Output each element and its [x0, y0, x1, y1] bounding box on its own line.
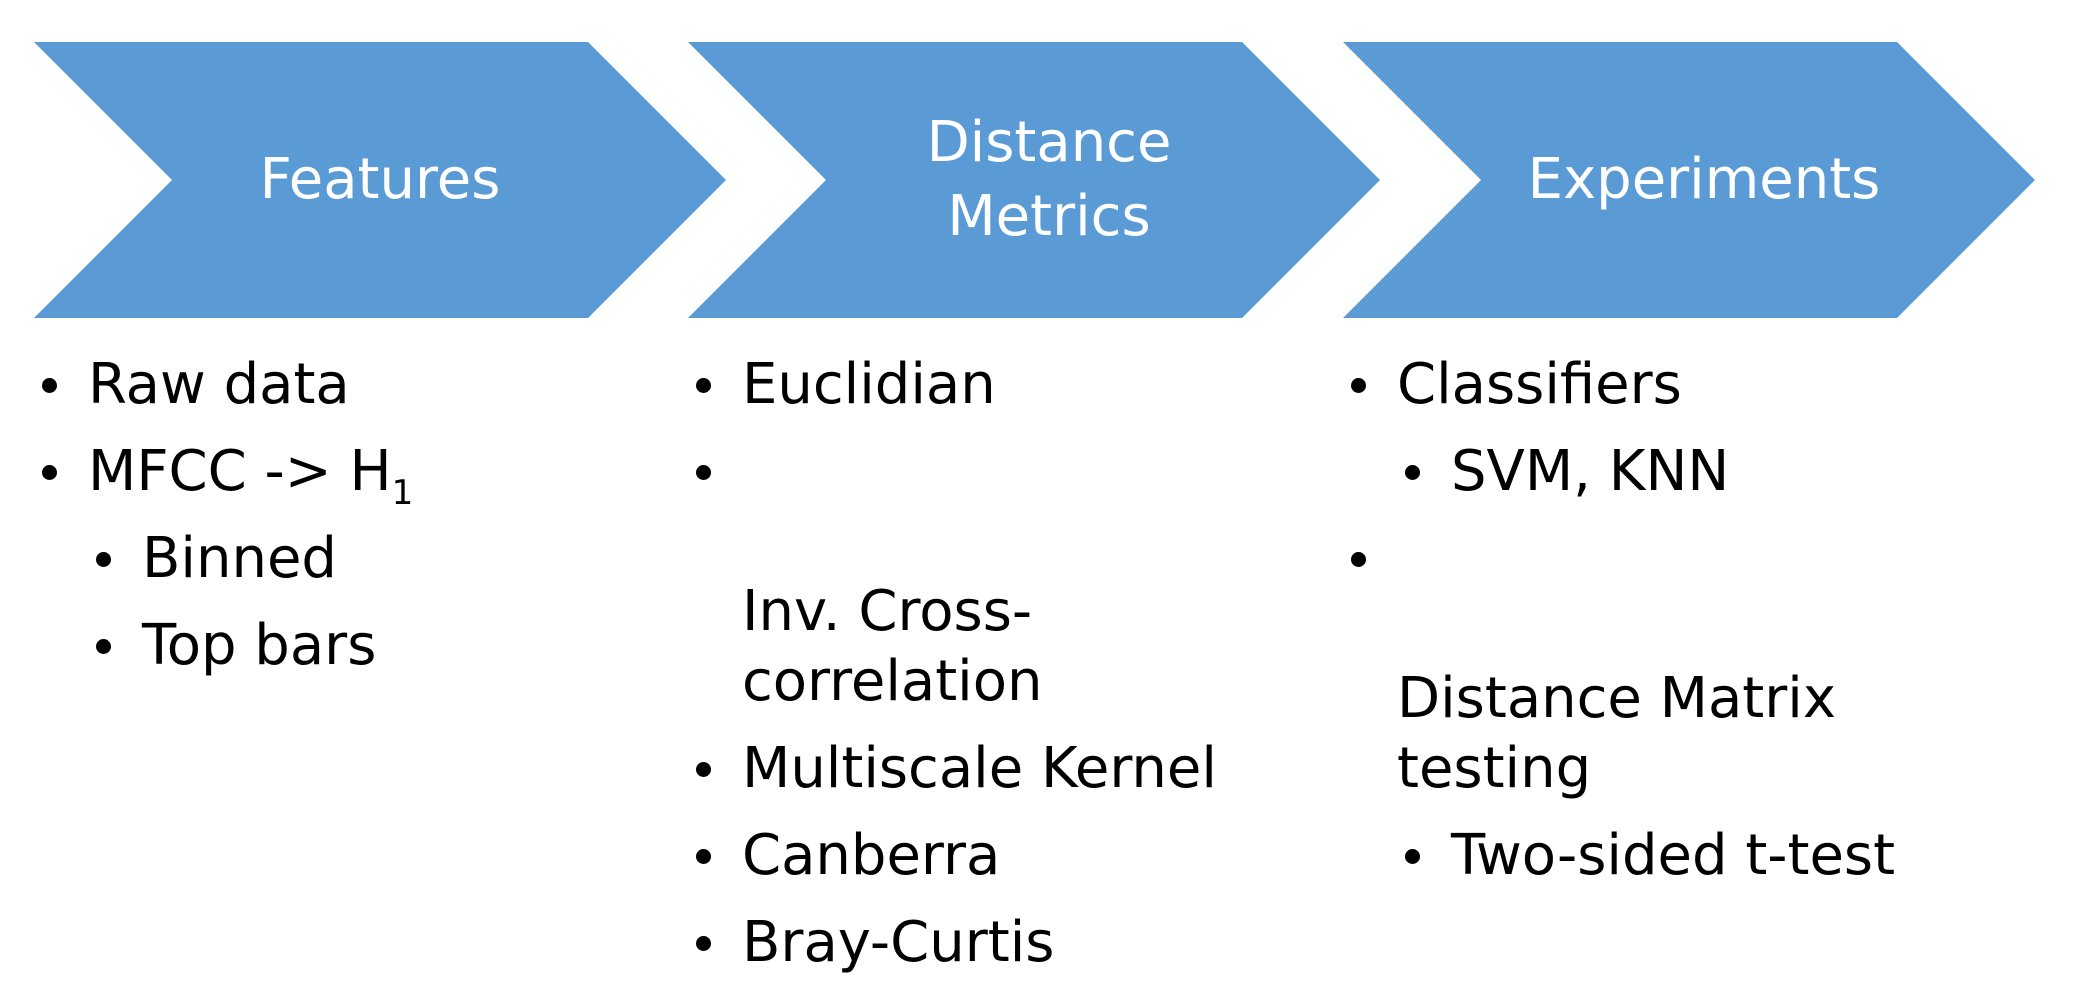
bullet-dot-icon: [96, 552, 111, 567]
bullet-text: Distance Matrix testing: [1397, 666, 1836, 801]
bullet-dot-icon: [696, 849, 711, 864]
chevron-label-distance-metrics: Distance Metrics: [926, 110, 1172, 249]
bullet-dot-icon: [1351, 552, 1366, 567]
chevron-label-features: Features: [259, 147, 501, 212]
bullet-text: Bray-Curtis: [742, 910, 1055, 975]
bullet-dot-icon: [696, 378, 711, 393]
list-item: Bray-Curtis: [688, 908, 1242, 978]
bullet-dot-icon: [96, 639, 111, 654]
bullet-dot-icon: [1405, 465, 1420, 480]
list-item: MFCC -> H1: [34, 437, 588, 510]
list-item: Inv. Cross- correlation: [688, 437, 1242, 717]
chevron-experiments: Experiments: [1343, 42, 2035, 318]
chevron-shape: [34, 42, 726, 318]
chevron-label-experiments: Experiments: [1527, 147, 1881, 212]
bullet-text: SVM, KNN: [1451, 439, 1730, 504]
list-item: Classifiers: [1343, 350, 1897, 420]
bullet-text: Classifiers: [1397, 352, 1682, 417]
bullet-text: Canberra: [742, 823, 1001, 888]
chevron-distance-metrics: Distance Metrics: [688, 42, 1380, 318]
bullet-text: Raw data: [88, 352, 350, 417]
features-bullet-list: Raw data MFCC -> H1 Binned Top bars: [34, 350, 642, 698]
list-item: SVM, KNN: [1343, 437, 1951, 507]
list-item: Two-sided t-test: [1343, 821, 2071, 891]
experiments-bullet-list: Classifiers SVM, KNN Distance Matrix tes…: [1343, 350, 2071, 908]
chevron-shape: [688, 42, 1380, 318]
bullet-text: Top bars: [142, 613, 377, 678]
bullet-dot-icon: [42, 465, 57, 480]
list-item: Distance Matrix testing: [1343, 524, 2017, 804]
bullet-dot-icon: [696, 762, 711, 777]
list-item: Raw data: [34, 350, 588, 420]
bullet-dot-icon: [1351, 378, 1366, 393]
bullet-dot-icon: [696, 936, 711, 951]
chevron-shape: [1343, 42, 2035, 318]
bullet-dot-icon: [42, 378, 57, 393]
list-item: Top bars: [34, 611, 642, 681]
chevron-features: Features: [34, 42, 726, 318]
list-item: Canberra: [688, 821, 1242, 891]
bullet-text: Two-sided t-test: [1451, 823, 1896, 888]
list-item: Euclidian: [688, 350, 1242, 420]
bullet-dot-icon: [696, 465, 711, 480]
bullet-dot-icon: [1405, 849, 1420, 864]
subscript: 1: [391, 473, 414, 513]
distance-metrics-bullet-list: Euclidian Inv. Cross- correlation Multis…: [688, 350, 1362, 995]
bullet-text: Inv. Cross- correlation: [742, 579, 1043, 714]
list-item: Multiscale Kernel: [688, 734, 1362, 804]
list-item: Binned: [34, 524, 642, 594]
bullet-text: Multiscale Kernel: [742, 736, 1217, 801]
bullet-text: Binned: [142, 526, 337, 591]
bullet-text: Euclidian: [742, 352, 996, 417]
bullet-text: MFCC -> H: [88, 439, 392, 504]
